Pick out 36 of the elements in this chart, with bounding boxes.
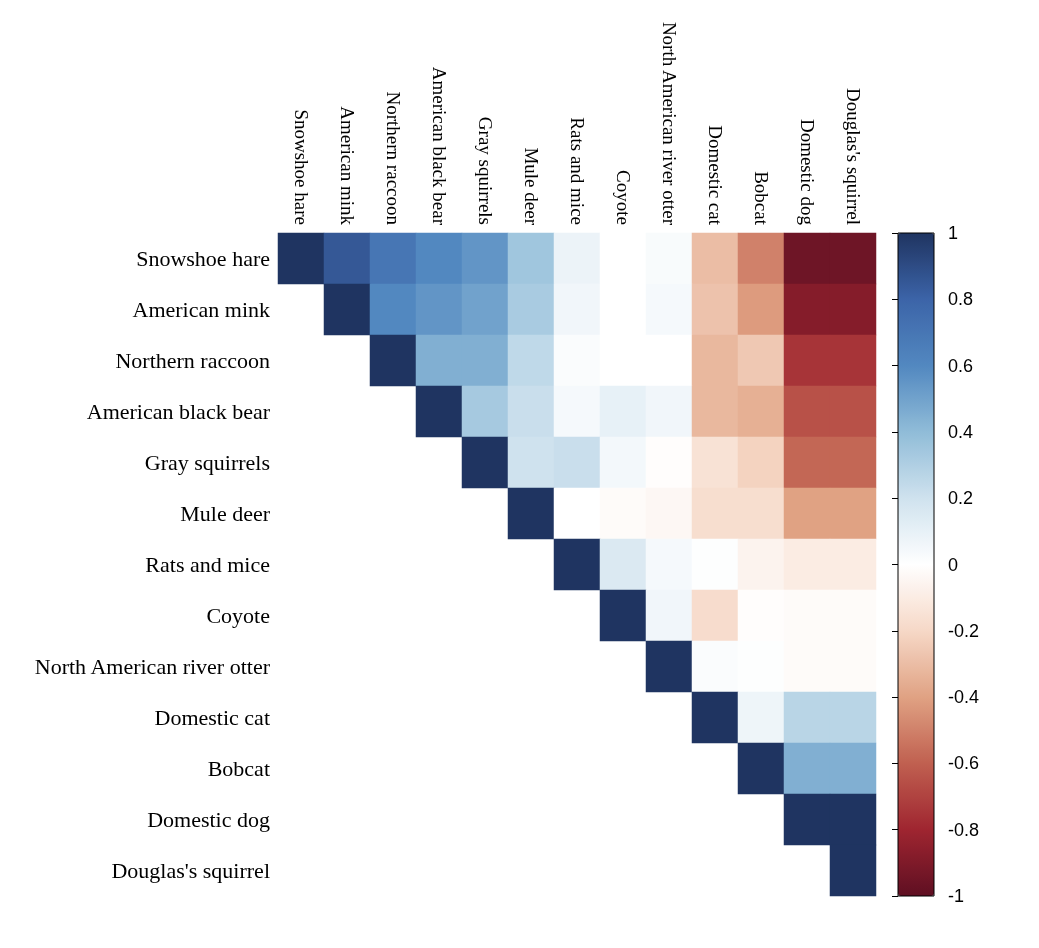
x-tick-label: Bobcat [750, 171, 772, 226]
y-tick-label: Domestic dog [147, 807, 270, 832]
y-tick-label: Domestic cat [154, 705, 270, 730]
y-tick-label: Mule deer [180, 501, 271, 526]
y-tick-label: American black bear [86, 399, 271, 424]
color-bar-label: -0.2 [948, 620, 980, 641]
x-tick-label: Mule deer [520, 147, 542, 226]
y-tick-label: Coyote [206, 603, 270, 628]
color-bar-label: -0.6 [948, 753, 980, 774]
y-tick-label: Gray squirrels [144, 450, 270, 475]
y-tick-label: Douglas's squirrel [111, 858, 270, 883]
x-tick-label: American mink [336, 106, 358, 226]
color-bar-label: -1 [948, 886, 965, 906]
color-bar-label: -0.8 [948, 819, 980, 840]
y-tick-label: Northern raccoon [115, 348, 270, 373]
color-bar-label: 0.4 [948, 421, 974, 442]
x-tick-label: Domestic dog [796, 118, 818, 226]
x-tick-label: Domestic cat [704, 125, 726, 226]
x-tick-label: North American river otter [658, 21, 680, 226]
color-bar-label: 0.8 [948, 289, 974, 310]
x-tick-label: Northern raccoon [382, 91, 404, 226]
x-tick-label: Douglas's squirrel [842, 88, 864, 225]
x-tick-label: American black bear [428, 66, 450, 226]
x-tick-label: Coyote [612, 170, 634, 225]
y-tick-label: Rats and mice [145, 552, 270, 577]
x-tick-label: Rats and mice [566, 117, 588, 225]
color-bar-label: 1 [948, 223, 959, 243]
y-tick-label: Bobcat [207, 756, 270, 781]
color-bar-label: 0 [948, 554, 959, 575]
color-bar-label: 0.2 [948, 488, 974, 509]
x-tick-label: Gray squirrels [474, 116, 496, 225]
y-tick-label: American mink [132, 297, 270, 322]
y-tick-label: North American river otter [34, 654, 271, 679]
y-tick-label: Snowshoe hare [136, 246, 270, 271]
color-bar-label: 0.6 [948, 355, 974, 376]
color-bar-label: -0.4 [948, 687, 980, 708]
